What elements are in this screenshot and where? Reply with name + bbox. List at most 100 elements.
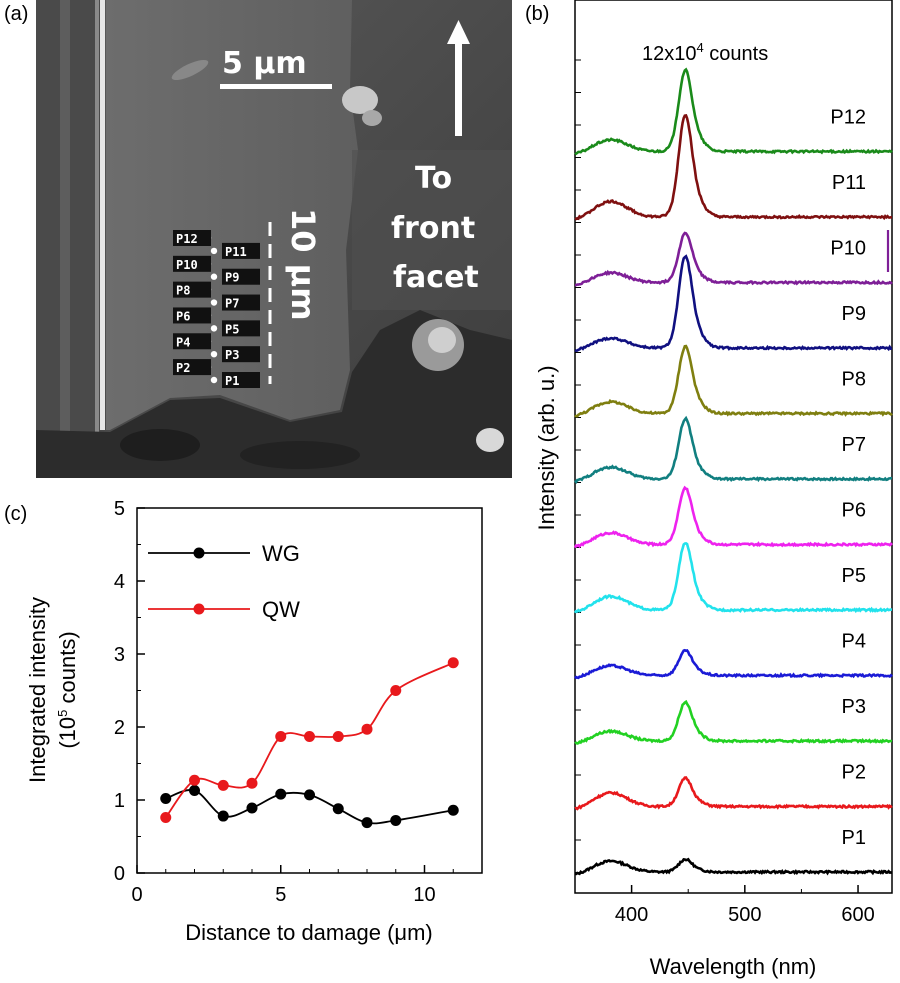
panel-c-ticks: 0 5 10 0 1 2 3 4 5 <box>114 498 454 906</box>
point-qw-7 <box>332 730 344 742</box>
panel-b-xtick-label-400: 400 <box>615 904 648 926</box>
spectrum-label-p9: P9 <box>842 303 866 325</box>
point-label-p2: P2 <box>176 361 190 375</box>
spectrum-label-p5: P5 <box>842 565 866 587</box>
series-line-qw <box>165 661 454 819</box>
panel-c-xlabel: Distance to damage (μm) <box>185 920 432 945</box>
point-label-bg-p4 <box>173 333 211 350</box>
point-qw-1 <box>160 812 172 824</box>
point-qw-6 <box>304 730 315 742</box>
panel-c-ytick-label-4: 4 <box>114 571 125 593</box>
panel-a-letter: (a) <box>4 3 28 25</box>
point-label-p5: P5 <box>225 322 239 336</box>
panel-c-legend: WG QW <box>148 541 300 622</box>
panel-c-ylabel-line2: (105 counts) <box>55 631 80 748</box>
legend-marker-qw <box>193 603 205 615</box>
point-label-p8: P8 <box>176 284 190 298</box>
point-label-bg-p10 <box>173 255 211 272</box>
point-dot-p5 <box>210 325 218 332</box>
panel-b-frame <box>574 0 893 894</box>
counts-annotation: 12x104 counts <box>642 40 768 65</box>
spectrum-p2 <box>574 776 893 811</box>
spectrum-p11 <box>574 114 892 221</box>
point-dot-p1 <box>210 376 218 384</box>
spectrum-p5 <box>573 542 893 614</box>
point-wg-8 <box>361 817 373 829</box>
arrow-text-line3: facet <box>393 260 479 295</box>
spectrum-p12 <box>574 67 893 156</box>
panel-a: (a) 5 μm <box>4 0 512 478</box>
panel-b-xtick-label-600: 600 <box>841 904 874 926</box>
panel-c-frame <box>136 507 483 874</box>
point-label-p3: P3 <box>225 348 239 362</box>
panel-c-xtick-label-0: 0 <box>131 884 142 906</box>
panel-b-ticks: 400 500 600 <box>574 59 875 926</box>
point-label-p7: P7 <box>225 297 239 311</box>
point-dot-p9 <box>210 273 218 280</box>
point-label-bg-p12 <box>173 230 211 246</box>
spectrum-label-p6: P6 <box>842 500 866 522</box>
point-label-p1: P1 <box>225 374 239 388</box>
ten-micron-label: 10 μm <box>284 208 322 321</box>
panel-c-xtick-label-5: 5 <box>275 884 286 906</box>
panel-b: (b) 12x104 counts 400 500 600 P1 P2 P3 P4 P5 P6… <box>525 0 893 979</box>
point-label-bg-p9 <box>222 268 260 285</box>
spectrum-p10 <box>574 231 893 287</box>
point-wg-2 <box>189 785 200 797</box>
panel-b-letter: (b) <box>525 3 549 25</box>
series-line-wg <box>165 789 454 825</box>
point-label-p11: P11 <box>225 245 247 259</box>
point-wg-1 <box>160 793 172 805</box>
spectrum-p9 <box>574 254 892 353</box>
legend-label-qw: QW <box>262 597 300 622</box>
point-qw-5 <box>275 730 287 742</box>
point-label-bg-p8 <box>173 281 211 298</box>
spectrum-label-p7: P7 <box>842 434 866 456</box>
point-label-bg-p6 <box>173 307 211 324</box>
spectrum-label-p8: P8 <box>842 369 866 391</box>
point-qw-11 <box>447 657 459 669</box>
panel-c: (c) 0 5 10 0 1 2 3 4 5 WG QW Distance to damage (… <box>4 498 483 945</box>
spectrum-p7 <box>573 415 893 485</box>
point-label-p10: P10 <box>176 258 198 272</box>
panel-c-ytick-label-0: 0 <box>114 863 125 885</box>
panel-c-ytick-label-1: 1 <box>114 790 125 812</box>
panel-c-ylabel-line1: Integrated intensity <box>25 597 50 783</box>
point-qw-4 <box>246 777 258 789</box>
arrow-text-line1: To <box>415 161 452 196</box>
point-qw-8 <box>361 723 373 735</box>
point-label-bg-p2 <box>173 359 211 376</box>
point-dot-p3 <box>210 350 218 358</box>
point-wg-3 <box>217 810 229 822</box>
spectrum-label-p10: P10 <box>830 238 866 260</box>
panel-b-xlabel: Wavelength (nm) <box>650 954 817 979</box>
point-wg-11 <box>447 804 459 816</box>
point-label-bg-p11 <box>222 242 260 259</box>
point-label-p6: P6 <box>176 309 190 323</box>
measurement-points: P12 P11 P10 P9 P8 P7 P6 P5 P4 P3 P2 P1 <box>173 230 260 388</box>
spectrum-p3 <box>574 699 893 745</box>
point-label-p12: P12 <box>176 232 198 246</box>
sem-image: 5 μm To front facet 10 μm P12P11P10P9P8P… <box>36 0 512 478</box>
panel-c-xtick-label-10: 10 <box>413 884 435 906</box>
spectrum-p6 <box>573 485 893 549</box>
spectrum-p4 <box>574 648 893 680</box>
point-dot-p11 <box>210 247 218 255</box>
arrow-text-line2: front <box>391 211 475 246</box>
panel-b-xtick-label-500: 500 <box>728 904 761 926</box>
spectrum-p1 <box>575 857 893 876</box>
spectrum-p8 <box>574 344 893 418</box>
point-dot-p7 <box>210 299 218 306</box>
point-label-p4: P4 <box>176 335 190 349</box>
panel-c-letter: (c) <box>4 503 27 525</box>
front-facet-arrow-icon <box>447 20 470 136</box>
spectrum-label-p2: P2 <box>842 762 866 784</box>
spectrum-label-p4: P4 <box>842 631 866 653</box>
spectrum-label-p12: P12 <box>830 107 866 129</box>
panel-c-ytick-label-2: 2 <box>114 717 125 739</box>
point-qw-3 <box>217 779 229 791</box>
point-label-bg-p1 <box>222 372 260 388</box>
point-qw-9 <box>390 685 402 696</box>
point-qw-2 <box>189 774 200 786</box>
